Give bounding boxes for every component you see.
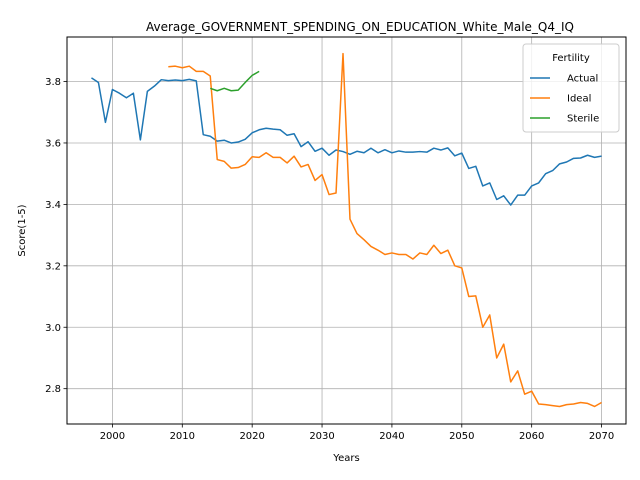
x-tick-label: 2010 bbox=[170, 431, 195, 442]
y-tick-label: 3.2 bbox=[45, 261, 61, 272]
y-axis-label: Score(1-5) bbox=[17, 204, 28, 256]
x-axis-label: Years bbox=[332, 453, 359, 464]
legend-label-ideal: Ideal bbox=[567, 94, 591, 105]
x-tick-label: 2040 bbox=[379, 431, 404, 442]
series-line-ideal bbox=[168, 52, 602, 408]
x-tick-label: 2070 bbox=[589, 431, 614, 442]
y-tick-label: 3.8 bbox=[45, 77, 61, 88]
series-line-sterile bbox=[209, 70, 260, 92]
y-tick-label: 3.4 bbox=[45, 200, 61, 211]
y-tick-label: 3.0 bbox=[45, 323, 61, 334]
series-lines bbox=[91, 52, 602, 408]
legend-label-sterile: Sterile bbox=[567, 114, 599, 125]
plot-frame bbox=[66, 36, 627, 425]
x-tick-label: 2020 bbox=[239, 431, 264, 442]
x-tick-label: 2050 bbox=[449, 431, 474, 442]
y-tick-label: 2.8 bbox=[45, 384, 61, 395]
legend-box bbox=[522, 43, 620, 133]
chart-title: Average_GOVERNMENT_SPENDING_ON_EDUCATION… bbox=[146, 20, 574, 34]
x-tick-label: 2030 bbox=[309, 431, 334, 442]
legend-title: Fertility bbox=[552, 53, 590, 64]
legend: Fertility Actual Ideal Sterile bbox=[522, 43, 620, 133]
x-tick-label: 2060 bbox=[519, 431, 544, 442]
x-tick-label: 2000 bbox=[100, 431, 125, 442]
y-tick-label: 3.6 bbox=[45, 138, 61, 149]
axes: 2000 2010 2020 2030 2040 2050 2060 2070 2.8 3.0 3.… bbox=[45, 77, 614, 442]
legend-label-actual: Actual bbox=[567, 74, 598, 85]
